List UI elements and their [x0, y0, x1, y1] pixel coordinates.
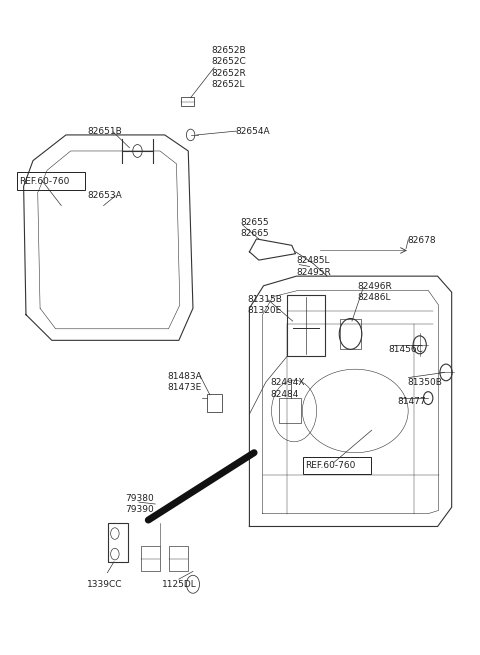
Text: 82653A: 82653A — [87, 191, 122, 200]
Text: 82485L
82495R: 82485L 82495R — [297, 257, 331, 276]
Bar — [169, 546, 188, 571]
Text: 1339CC: 1339CC — [87, 580, 122, 589]
Text: 82496R
82486L: 82496R 82486L — [358, 282, 392, 302]
Text: 82652B
82652C
82652R
82652L: 82652B 82652C 82652R 82652L — [212, 47, 247, 88]
Bar — [340, 319, 361, 348]
Bar — [181, 97, 194, 106]
Bar — [278, 398, 301, 422]
Text: 82651B: 82651B — [87, 127, 122, 136]
Text: REF.60-760: REF.60-760 — [19, 177, 69, 185]
Text: 81483A
81473E: 81483A 81473E — [167, 372, 202, 392]
Text: 81350B: 81350B — [407, 377, 442, 386]
Text: 79380
79390: 79380 79390 — [125, 494, 154, 514]
Text: 82655
82665: 82655 82665 — [240, 218, 269, 238]
Bar — [207, 394, 222, 412]
Text: 81477: 81477 — [397, 397, 426, 406]
Text: 82678: 82678 — [407, 236, 436, 246]
Text: 1125DL: 1125DL — [162, 580, 197, 589]
Bar — [141, 546, 160, 571]
Bar — [108, 523, 128, 562]
Text: 81315B
81320E: 81315B 81320E — [247, 295, 282, 315]
Text: 82654A: 82654A — [235, 127, 270, 136]
Text: REF.60-760: REF.60-760 — [305, 461, 355, 470]
Text: 81456C: 81456C — [388, 345, 423, 354]
Text: 82494X
82484: 82494X 82484 — [271, 379, 305, 398]
Bar — [287, 295, 324, 356]
